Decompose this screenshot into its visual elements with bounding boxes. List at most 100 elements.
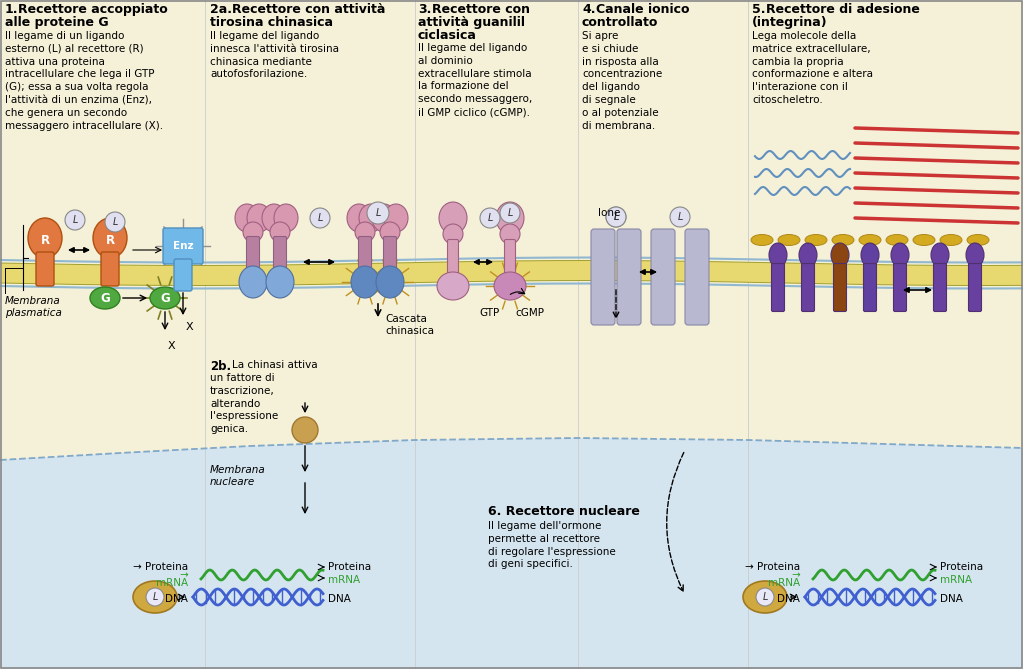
Text: R: R (105, 233, 115, 246)
Circle shape (480, 208, 500, 228)
Text: Enz: Enz (173, 241, 193, 251)
Text: 2a.: 2a. (210, 3, 232, 16)
Ellipse shape (93, 218, 127, 258)
Ellipse shape (243, 222, 263, 242)
Text: Proteina: Proteina (940, 562, 983, 572)
Text: L: L (762, 592, 767, 602)
Text: Membrana
plasmatica: Membrana plasmatica (5, 296, 61, 318)
Circle shape (105, 212, 125, 232)
Ellipse shape (799, 243, 817, 267)
FancyBboxPatch shape (934, 264, 946, 312)
FancyBboxPatch shape (247, 237, 260, 272)
Ellipse shape (891, 243, 909, 267)
Ellipse shape (90, 287, 120, 309)
Text: →: → (179, 570, 188, 580)
FancyBboxPatch shape (685, 229, 709, 325)
Text: L: L (507, 208, 513, 218)
Ellipse shape (886, 235, 908, 246)
Ellipse shape (940, 235, 962, 246)
Ellipse shape (931, 243, 949, 267)
Text: R: R (41, 233, 49, 246)
FancyBboxPatch shape (174, 259, 192, 291)
Ellipse shape (359, 204, 383, 232)
Text: L: L (614, 212, 619, 222)
Ellipse shape (443, 224, 463, 244)
Text: Il legame del ligando
al dominio
extracellulare stimola
la formazione del
second: Il legame del ligando al dominio extrace… (418, 43, 532, 117)
Text: 5.: 5. (752, 3, 765, 16)
Text: → Proteina: → Proteina (745, 562, 800, 572)
Circle shape (756, 588, 774, 606)
Ellipse shape (262, 204, 286, 232)
Ellipse shape (372, 204, 396, 232)
Circle shape (670, 207, 690, 227)
Text: DNA: DNA (165, 594, 188, 604)
Ellipse shape (494, 272, 526, 300)
FancyBboxPatch shape (36, 252, 54, 286)
Text: 3.: 3. (418, 3, 432, 16)
Circle shape (500, 203, 520, 223)
FancyBboxPatch shape (801, 264, 814, 312)
Ellipse shape (832, 235, 854, 246)
Circle shape (146, 588, 164, 606)
Text: G: G (161, 292, 170, 304)
Text: Ione: Ione (598, 208, 620, 218)
FancyBboxPatch shape (771, 264, 785, 312)
Ellipse shape (247, 204, 271, 232)
FancyBboxPatch shape (969, 264, 981, 312)
Ellipse shape (351, 266, 379, 298)
Text: L: L (487, 213, 493, 223)
Text: (integrina): (integrina) (752, 16, 828, 29)
Text: → Proteina: → Proteina (133, 562, 188, 572)
Ellipse shape (235, 204, 259, 232)
Text: 6. Recettore nucleare: 6. Recettore nucleare (488, 505, 639, 518)
Polygon shape (0, 438, 1023, 669)
Text: mRNA: mRNA (940, 575, 972, 585)
FancyBboxPatch shape (384, 237, 397, 272)
Text: L: L (317, 213, 322, 223)
Ellipse shape (859, 235, 881, 246)
Text: L: L (73, 215, 78, 225)
Text: L: L (113, 217, 118, 227)
Text: Proteina: Proteina (328, 562, 371, 572)
Text: controllato: controllato (582, 16, 659, 29)
Ellipse shape (133, 581, 177, 613)
Text: Canale ionico: Canale ionico (596, 3, 690, 16)
Ellipse shape (500, 224, 520, 244)
Ellipse shape (861, 243, 879, 267)
Text: Recettore con: Recettore con (432, 3, 530, 16)
Circle shape (606, 207, 626, 227)
Ellipse shape (28, 218, 62, 258)
Circle shape (606, 207, 626, 227)
Ellipse shape (831, 243, 849, 267)
Ellipse shape (270, 222, 290, 242)
Text: mRNA: mRNA (328, 575, 360, 585)
Ellipse shape (274, 204, 298, 232)
Text: Il legame di un ligando
esterno (L) al recettore (R)
attiva una proteina
intrace: Il legame di un ligando esterno (L) al r… (5, 31, 163, 130)
Text: DNA: DNA (328, 594, 351, 604)
FancyBboxPatch shape (617, 229, 641, 325)
Text: cGMP: cGMP (516, 308, 544, 318)
Ellipse shape (439, 202, 468, 234)
Text: L: L (152, 592, 158, 602)
Text: ciclasica: ciclasica (418, 29, 477, 42)
Ellipse shape (150, 287, 180, 309)
Text: mRNA: mRNA (768, 578, 800, 588)
Text: X: X (168, 341, 176, 351)
Text: Recettore con attività: Recettore con attività (232, 3, 386, 16)
Ellipse shape (380, 222, 400, 242)
Ellipse shape (743, 581, 787, 613)
Ellipse shape (967, 235, 989, 246)
FancyBboxPatch shape (101, 252, 119, 286)
Text: tirosina chinasica: tirosina chinasica (210, 16, 333, 29)
Ellipse shape (496, 202, 524, 234)
FancyBboxPatch shape (651, 229, 675, 325)
Circle shape (367, 202, 389, 224)
Text: 1.: 1. (5, 3, 18, 16)
FancyBboxPatch shape (273, 237, 286, 272)
Ellipse shape (437, 272, 469, 300)
Text: G: G (100, 292, 109, 304)
Text: mRNA: mRNA (155, 578, 188, 588)
Text: L: L (614, 212, 619, 222)
FancyBboxPatch shape (863, 264, 877, 312)
Polygon shape (0, 260, 1023, 286)
